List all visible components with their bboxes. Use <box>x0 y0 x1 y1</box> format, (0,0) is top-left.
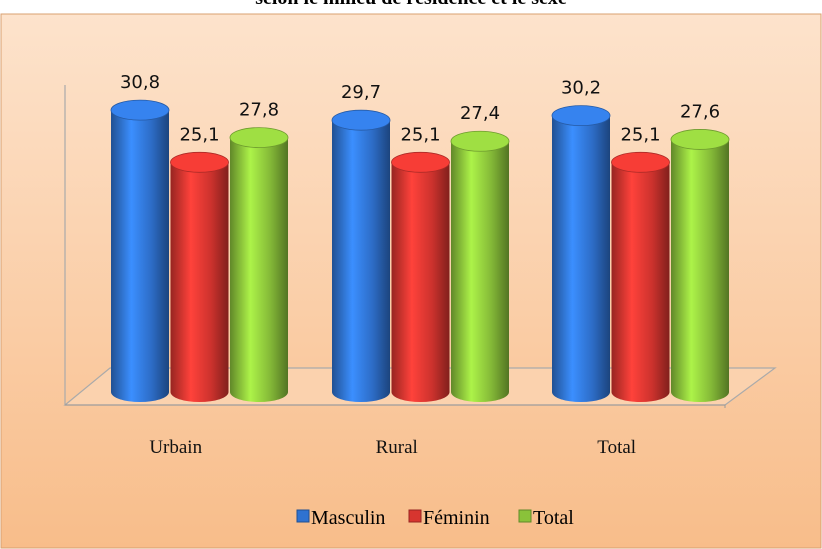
chart-title: selon le milieu de résidence et le sexe <box>255 0 567 9</box>
data-label: 27,8 <box>239 100 279 121</box>
data-label: 29,7 <box>341 82 381 103</box>
bar-top <box>110 99 170 121</box>
x-tick-label: Rural <box>376 437 418 458</box>
bar <box>671 139 729 402</box>
x-tick-label: Total <box>597 437 636 458</box>
legend: Masculin Féminin Total <box>296 507 574 529</box>
bar <box>332 120 390 402</box>
legend-label: Total <box>533 507 574 529</box>
x-tick-label: Urbain <box>149 437 202 458</box>
bar-top <box>450 130 510 152</box>
data-label: 27,6 <box>680 101 720 122</box>
data-label: 25,1 <box>400 124 440 145</box>
bar-top <box>331 109 391 131</box>
bar <box>552 115 610 403</box>
bar <box>230 137 288 402</box>
bar <box>451 141 509 402</box>
legend-swatch <box>408 509 422 523</box>
bar <box>391 162 450 402</box>
legend-label: Masculin <box>311 507 385 529</box>
data-label: 30,2 <box>561 78 601 99</box>
bar <box>170 162 229 402</box>
legend-label: Féminin <box>423 507 490 529</box>
bar-top <box>670 129 730 150</box>
bar-top <box>170 151 229 173</box>
legend-swatch <box>296 509 310 523</box>
floor-edge <box>65 404 726 408</box>
bar-top <box>611 151 670 173</box>
plot: 30,8 25,1 27,8 29,7 25,1 27,4 30,2 25,1 27,6 <box>110 72 730 403</box>
bar-top <box>391 151 450 173</box>
legend-swatch <box>518 509 532 523</box>
data-label: 30,8 <box>120 72 160 93</box>
bar <box>611 162 670 402</box>
bar-top <box>551 105 611 127</box>
data-label: 25,1 <box>620 124 660 145</box>
data-label: 25,1 <box>179 124 219 145</box>
data-label: 27,4 <box>460 103 500 124</box>
bar-top <box>229 127 289 148</box>
bar <box>111 110 169 402</box>
